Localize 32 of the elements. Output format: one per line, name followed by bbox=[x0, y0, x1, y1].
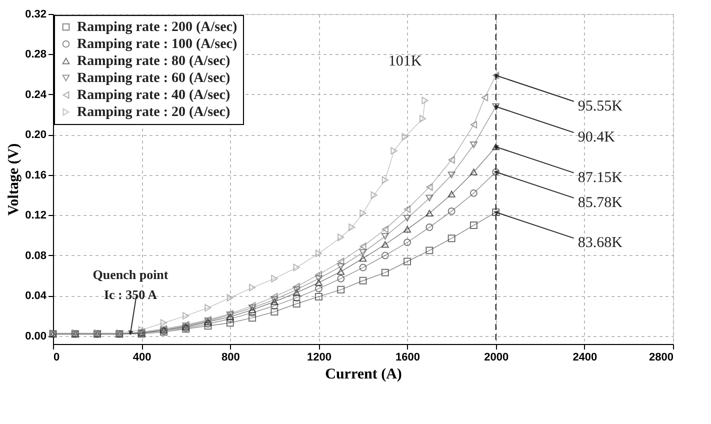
y-tick-label: 0.12 bbox=[25, 210, 46, 222]
y-tick-label: 0.00 bbox=[25, 330, 46, 342]
y-tick-label: 0.28 bbox=[25, 48, 46, 61]
x-tick-label: 2400 bbox=[572, 352, 598, 364]
x-tick-label: 1200 bbox=[306, 352, 332, 364]
x-tick-label: 0 bbox=[54, 352, 60, 364]
y-tick-label: 0.24 bbox=[25, 88, 48, 101]
annotation: 90.4K bbox=[578, 130, 616, 146]
legend-label: Ramping rate : 40 (A/sec) bbox=[77, 88, 231, 103]
annotation: 85.78K bbox=[578, 194, 623, 211]
y-tick-label: 0.08 bbox=[25, 250, 46, 262]
y-tick-label: 0.04 bbox=[25, 290, 48, 302]
annotation: 87.15K bbox=[578, 170, 623, 186]
legend-label: Ramping rate : 20 (A/sec) bbox=[77, 105, 231, 120]
annotation: 101K bbox=[388, 54, 422, 70]
y-tick-label: 0.20 bbox=[25, 129, 46, 142]
legend-label: Ramping rate : 100 (A/sec) bbox=[77, 37, 238, 52]
x-tick-label: 800 bbox=[221, 352, 240, 364]
x-tick-label: 2800 bbox=[649, 352, 674, 364]
x-tick-label: 1600 bbox=[396, 352, 420, 364]
annotation: 95.55K bbox=[578, 98, 623, 114]
annotation: 83.68K bbox=[578, 235, 623, 252]
legend-label: Ramping rate : 80 (A/sec) bbox=[77, 54, 231, 69]
y-tick-label: 0.16 bbox=[25, 169, 46, 182]
legend-label: Ramping rate : 200 (A/sec) bbox=[77, 20, 238, 35]
x-tick-label: 2000 bbox=[484, 352, 509, 364]
legend-label: Ramping rate : 60 (A/sec) bbox=[77, 71, 231, 86]
y-axis-title: Voltage (V) bbox=[6, 143, 22, 216]
x-axis-title: Current (A) bbox=[325, 366, 402, 382]
x-tick-label: 400 bbox=[132, 352, 152, 364]
y-tick-label: 0.32 bbox=[25, 8, 46, 20]
annotation: Quench point Ic : 350 A bbox=[92, 266, 169, 302]
